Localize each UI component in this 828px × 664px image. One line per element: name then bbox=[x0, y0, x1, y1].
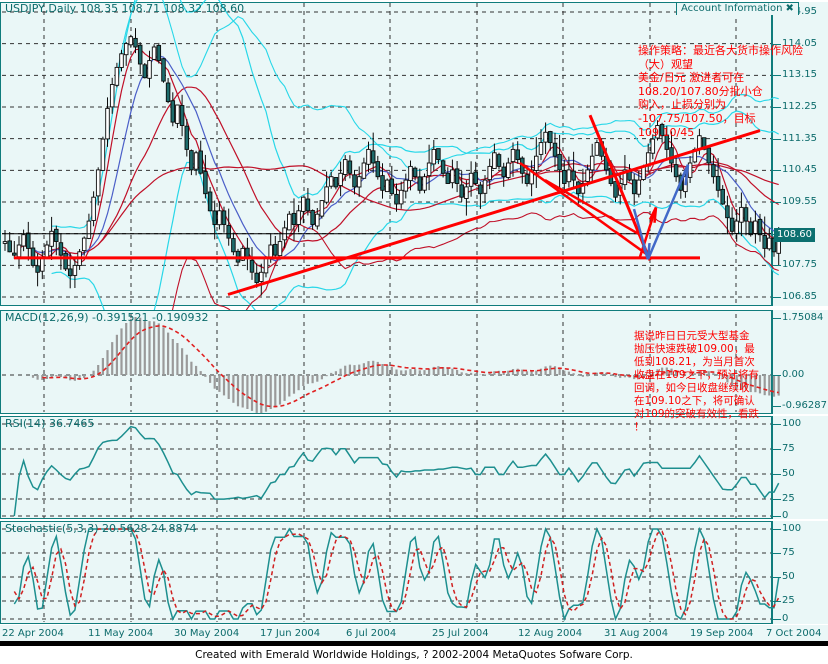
stoch-axis-tick bbox=[773, 577, 781, 578]
price-axis-label: 107.75 bbox=[782, 259, 817, 271]
stoch-axis-tick bbox=[773, 619, 781, 620]
date-axis-label: 7 Oct 2004 bbox=[766, 628, 822, 639]
macd-axis-label: -0.96287 bbox=[782, 400, 827, 411]
stoch-axis-label: 100 bbox=[782, 523, 802, 534]
macd-annotation: 据说昨日日元受大型基金 抛压快速跌破109.00，最 低到108.21，为当月首… bbox=[634, 330, 760, 433]
macd-graphics bbox=[2, 314, 780, 414]
price-axis-tick bbox=[773, 75, 781, 77]
date-axis-label: 25 Jul 2004 bbox=[432, 628, 489, 639]
strategy-annotation: 操作策略：最近各大货市操作风险（大）观望 美金/日元 激进者可在 108.20/… bbox=[638, 44, 803, 139]
window-bottom-border bbox=[0, 641, 828, 646]
stoch-axis-label: 50 bbox=[782, 571, 795, 582]
macd-label: MACD(12,26,9) -0.391521 -0.190932 bbox=[5, 311, 209, 324]
tab-account-information-label: Account Information bbox=[681, 3, 783, 14]
price-axis-tick bbox=[773, 202, 781, 203]
rsi-axis-label: 75 bbox=[782, 443, 795, 454]
rsi-label: RSI(14) 36.7465 bbox=[5, 417, 95, 430]
price-axis-tick bbox=[773, 43, 781, 45]
price-axis-label: 106.85 bbox=[782, 291, 817, 302]
price-chart-panel[interactable] bbox=[0, 2, 772, 306]
macd-axis-tick bbox=[773, 318, 781, 319]
stoch-axis-label: 25 bbox=[782, 595, 795, 606]
footer-credit: Created with Emerald Worldwide Holdings,… bbox=[0, 646, 828, 664]
macd-axis-tick bbox=[773, 375, 781, 376]
rsi-axis-tick bbox=[773, 499, 781, 500]
price-axis-label: 109.55 bbox=[782, 196, 817, 207]
stochastic-label: Stochastic(5,3,3) 20.5628 24.8874 bbox=[5, 522, 197, 535]
date-axis[interactable]: 22 Apr 2004 11 May 2004 30 May 2004 17 Jun … bbox=[0, 625, 828, 641]
stoch-axis-label: 75 bbox=[782, 547, 795, 558]
stoch-axis-label: 0 bbox=[782, 613, 789, 624]
macd-axis-tick bbox=[773, 406, 781, 407]
stoch-axis-tick bbox=[773, 529, 781, 530]
price-axis-tick bbox=[773, 297, 781, 298]
stoch-axis-tick bbox=[773, 553, 781, 554]
rsi-axis-label: 100 bbox=[782, 418, 802, 429]
date-axis-label: 31 Aug 2004 bbox=[604, 628, 669, 639]
rsi-axis-tick bbox=[773, 516, 781, 517]
rsi-axis-tick bbox=[773, 424, 781, 425]
price-axis-label: 113.15 bbox=[782, 69, 817, 81]
tab-account-information[interactable]: Account Information ✖ bbox=[676, 2, 799, 15]
candlestick-series bbox=[2, 28, 781, 296]
price-axis-tick bbox=[773, 170, 781, 172]
macd-axis-label: 1.75084 bbox=[782, 312, 824, 323]
price-axis-tick bbox=[773, 265, 781, 267]
price-axis-label: 112.25 bbox=[782, 101, 817, 112]
rsi-panel[interactable] bbox=[0, 416, 772, 519]
current-price-tag: 108.60 bbox=[774, 227, 815, 242]
stochastic-axis[interactable] bbox=[772, 521, 828, 624]
macd-axis[interactable] bbox=[772, 310, 828, 414]
macd-panel[interactable] bbox=[0, 310, 772, 414]
price-axis[interactable] bbox=[772, 2, 828, 306]
date-axis-label: 17 Jun 2004 bbox=[260, 628, 321, 639]
stochastic-graphics bbox=[2, 525, 780, 622]
price-axis-label: 114.95 bbox=[782, 6, 817, 17]
rsi-axis-label: 0 bbox=[782, 510, 789, 521]
price-axis-label: 110.45 bbox=[782, 164, 817, 176]
macd-axis-label: 0.00 bbox=[782, 369, 805, 380]
rsi-axis-label: 50 bbox=[782, 468, 795, 479]
date-axis-label: 22 Apr 2004 bbox=[2, 628, 64, 639]
date-axis-label: 30 May 2004 bbox=[174, 628, 240, 639]
date-axis-label: 19 Sep 2004 bbox=[690, 628, 754, 639]
rsi-axis-label: 25 bbox=[782, 493, 795, 504]
date-axis-label: 12 Aug 2004 bbox=[518, 628, 583, 639]
price-chart-graphics bbox=[2, 0, 781, 393]
date-axis-label: 11 May 2004 bbox=[88, 628, 154, 639]
date-axis-label: 6 Jul 2004 bbox=[346, 628, 397, 639]
price-axis-label: 111.35 bbox=[782, 132, 817, 144]
price-axis-tick bbox=[773, 138, 781, 140]
rsi-axis-tick bbox=[773, 449, 781, 450]
price-axis-tick bbox=[773, 107, 781, 108]
price-axis-label: 114.05 bbox=[782, 37, 817, 49]
rsi-axis-tick bbox=[773, 474, 781, 475]
chart-title-label: USDJPY,Daily 108.35 108.71 108.32 108.60 bbox=[5, 2, 245, 15]
stoch-axis-tick bbox=[773, 601, 781, 602]
rsi-graphics bbox=[2, 420, 780, 518]
close-icon[interactable]: ✖ bbox=[785, 3, 794, 14]
rsi-axis[interactable] bbox=[772, 416, 828, 519]
